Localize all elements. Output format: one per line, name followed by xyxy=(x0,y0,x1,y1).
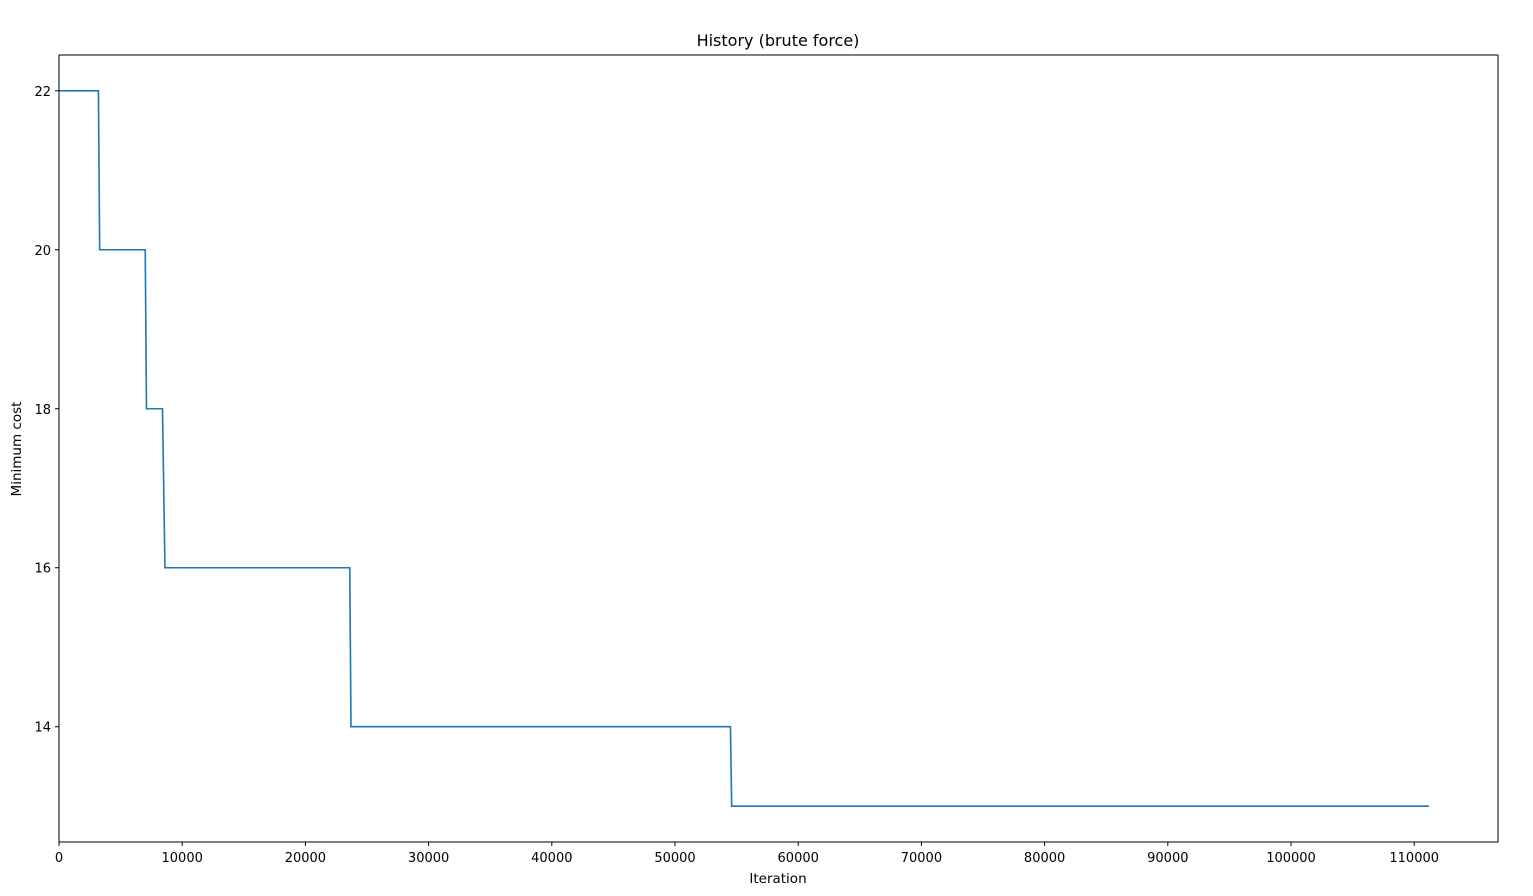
y-tick-label: 22 xyxy=(34,85,51,100)
x-tick-label: 30000 xyxy=(408,851,449,866)
chart-title: History (brute force) xyxy=(697,31,860,50)
plot-frame xyxy=(58,54,1499,843)
x-tick-label: 50000 xyxy=(654,851,695,866)
series-line-0 xyxy=(59,89,1430,808)
y-axis-label: Minimum cost xyxy=(9,402,25,497)
y-tick-label: 14 xyxy=(34,721,51,736)
x-tick-label: 100000 xyxy=(1266,851,1316,866)
x-tick-label: 0 xyxy=(55,851,63,866)
x-tick-label: 60000 xyxy=(778,851,819,866)
x-tick-label: 90000 xyxy=(1147,851,1188,866)
x-tick-label: 70000 xyxy=(901,851,942,866)
x-tick-label: 80000 xyxy=(1024,851,1065,866)
x-axis-label: Iteration xyxy=(749,871,806,887)
x-tick-label: 10000 xyxy=(162,851,203,866)
x-tick-label: 110000 xyxy=(1389,851,1439,866)
y-tick-label: 16 xyxy=(34,562,51,577)
x-tick-label: 40000 xyxy=(531,851,572,866)
x-tick-label: 20000 xyxy=(285,851,326,866)
y-tick-label: 20 xyxy=(34,244,51,259)
y-tick-label: 18 xyxy=(34,403,51,418)
plot-area: 0 10000 20000 30000 40000 50000 60000 70000 8000… xyxy=(34,54,1499,866)
